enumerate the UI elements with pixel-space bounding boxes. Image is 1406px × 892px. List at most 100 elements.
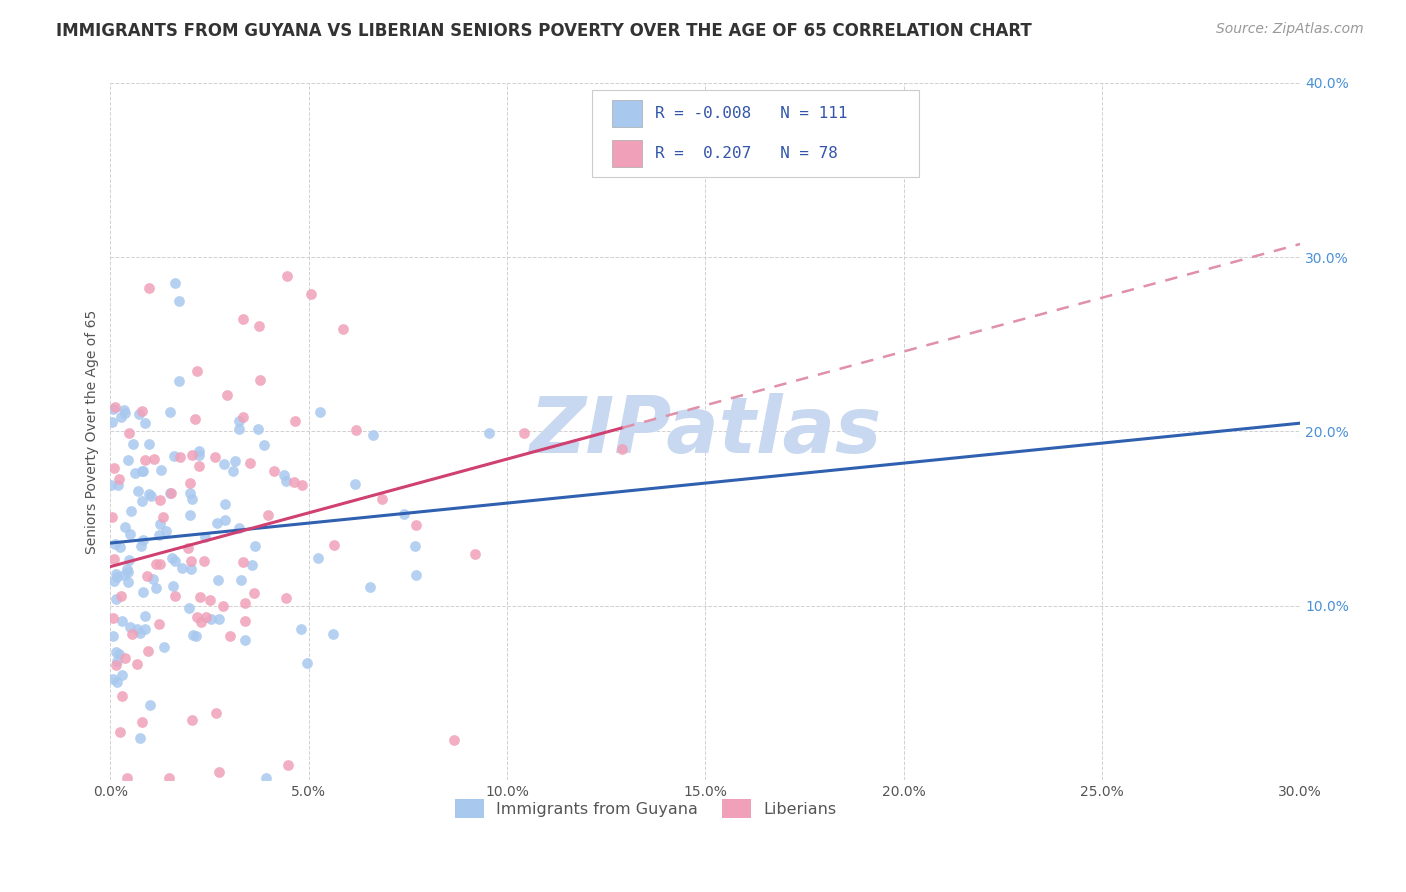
Point bbox=[276, 269, 298, 284]
Point bbox=[233, 615, 256, 629]
Point bbox=[205, 706, 228, 720]
Point bbox=[105, 675, 128, 690]
Point bbox=[100, 478, 122, 492]
Point bbox=[322, 626, 344, 640]
Point bbox=[239, 457, 262, 471]
Point bbox=[177, 541, 200, 555]
Point bbox=[104, 400, 127, 414]
Point bbox=[115, 771, 138, 785]
Point bbox=[183, 412, 205, 426]
Point bbox=[132, 584, 155, 599]
Point bbox=[214, 497, 236, 511]
Point bbox=[232, 409, 254, 424]
FancyBboxPatch shape bbox=[592, 90, 920, 177]
Point bbox=[121, 627, 143, 641]
Point bbox=[208, 764, 231, 779]
Point bbox=[111, 614, 134, 628]
Point bbox=[247, 319, 270, 334]
Point bbox=[159, 405, 181, 419]
Point bbox=[145, 581, 167, 595]
Point bbox=[163, 449, 186, 463]
Point bbox=[136, 643, 159, 657]
Point bbox=[132, 463, 155, 477]
Point bbox=[193, 553, 215, 567]
Point bbox=[142, 572, 165, 586]
Point bbox=[172, 560, 194, 574]
Point bbox=[114, 406, 136, 420]
Point bbox=[152, 509, 174, 524]
Point bbox=[105, 592, 128, 607]
Point bbox=[111, 689, 134, 703]
Point bbox=[110, 541, 132, 555]
Point bbox=[108, 472, 131, 486]
Point bbox=[159, 486, 181, 500]
Point bbox=[138, 281, 160, 295]
Point bbox=[117, 453, 139, 467]
Point bbox=[229, 573, 252, 587]
Point bbox=[118, 552, 141, 566]
Point bbox=[149, 516, 172, 531]
Text: R =  0.207   N = 78: R = 0.207 N = 78 bbox=[655, 146, 838, 161]
Point bbox=[332, 322, 354, 336]
Point bbox=[323, 538, 346, 552]
Point bbox=[107, 477, 129, 491]
Point bbox=[207, 573, 229, 587]
Point bbox=[208, 612, 231, 626]
Point bbox=[162, 579, 184, 593]
Point bbox=[207, 516, 229, 531]
Point bbox=[105, 658, 128, 673]
Point bbox=[134, 416, 156, 430]
Point bbox=[117, 575, 139, 590]
Point bbox=[155, 524, 177, 538]
Point bbox=[127, 657, 149, 672]
Point bbox=[291, 478, 314, 492]
Point bbox=[190, 615, 212, 629]
Text: ZIPatlas: ZIPatlas bbox=[529, 393, 882, 469]
Point bbox=[405, 518, 427, 533]
Point bbox=[359, 580, 381, 594]
Point bbox=[162, 550, 184, 565]
Point bbox=[134, 452, 156, 467]
Point bbox=[131, 403, 153, 417]
Point bbox=[240, 558, 263, 572]
Point bbox=[118, 426, 141, 441]
Point bbox=[612, 442, 634, 456]
Point bbox=[277, 758, 299, 772]
Point bbox=[110, 589, 132, 603]
Point bbox=[169, 374, 191, 388]
Point bbox=[290, 622, 312, 636]
Y-axis label: Seniors Poverty Over the Age of 65: Seniors Poverty Over the Age of 65 bbox=[86, 310, 100, 554]
Point bbox=[198, 593, 221, 607]
Point bbox=[371, 491, 394, 506]
FancyBboxPatch shape bbox=[613, 100, 643, 127]
Point bbox=[249, 373, 271, 387]
Point bbox=[148, 617, 170, 632]
Point bbox=[233, 596, 256, 610]
Point bbox=[129, 626, 152, 640]
Point bbox=[394, 507, 416, 521]
Point bbox=[125, 622, 148, 636]
Point bbox=[101, 510, 124, 524]
Point bbox=[114, 651, 136, 665]
Point bbox=[104, 566, 127, 581]
Point bbox=[117, 565, 139, 579]
Point bbox=[194, 531, 217, 545]
Point bbox=[299, 286, 322, 301]
Point bbox=[215, 388, 238, 402]
Point bbox=[134, 609, 156, 624]
Point bbox=[131, 494, 153, 508]
Point bbox=[186, 610, 208, 624]
Point bbox=[273, 468, 295, 483]
Point bbox=[204, 450, 226, 464]
Point bbox=[152, 640, 174, 655]
Point bbox=[179, 486, 201, 500]
Point bbox=[159, 486, 181, 500]
Point bbox=[274, 474, 297, 488]
Point bbox=[361, 428, 384, 442]
Point bbox=[246, 422, 269, 436]
Point bbox=[263, 464, 285, 478]
Point bbox=[180, 562, 202, 576]
Point bbox=[212, 599, 235, 614]
Point bbox=[129, 731, 152, 745]
FancyBboxPatch shape bbox=[613, 140, 643, 167]
